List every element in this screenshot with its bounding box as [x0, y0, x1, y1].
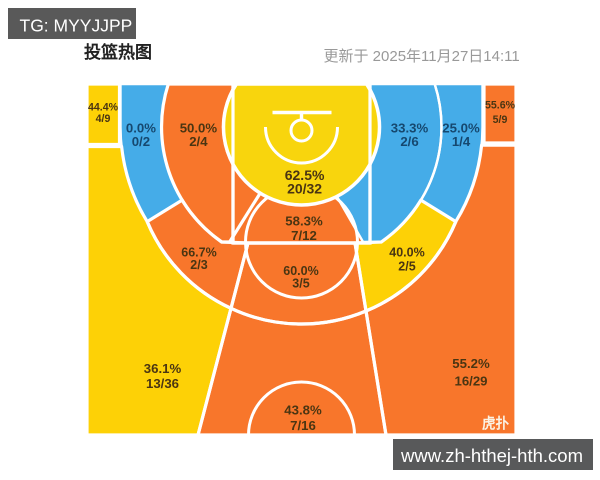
- svg-text:58.3%: 58.3%: [285, 214, 323, 229]
- svg-text:13/36: 13/36: [146, 376, 179, 391]
- svg-text:40.0%: 40.0%: [389, 245, 424, 259]
- svg-text:0/2: 0/2: [132, 134, 150, 149]
- svg-text:投篮热图: 投篮热图: [84, 42, 152, 62]
- svg-text:2/3: 2/3: [190, 258, 207, 272]
- svg-text:20/32: 20/32: [287, 181, 322, 197]
- svg-text:TG: MYYJJPP: TG: MYYJJPP: [20, 16, 133, 36]
- svg-text:5/9: 5/9: [493, 114, 508, 126]
- svg-text:2/4: 2/4: [189, 134, 208, 149]
- svg-text:7/12: 7/12: [291, 228, 317, 243]
- svg-text:33.3%: 33.3%: [391, 121, 429, 136]
- svg-text:50.0%: 50.0%: [180, 121, 218, 136]
- svg-text:1/4: 1/4: [452, 134, 471, 149]
- svg-text:7/16: 7/16: [290, 418, 316, 433]
- svg-text:www.zh-hthej-hth.com: www.zh-hthej-hth.com: [400, 445, 583, 466]
- svg-text:55.2%: 55.2%: [452, 356, 490, 371]
- svg-text:0.0%: 0.0%: [126, 121, 156, 136]
- svg-text:60.0%: 60.0%: [283, 264, 318, 278]
- svg-text:2/6: 2/6: [400, 134, 418, 149]
- svg-text:66.7%: 66.7%: [181, 245, 216, 259]
- svg-text:16/29: 16/29: [454, 374, 487, 389]
- svg-text:44.4%: 44.4%: [88, 101, 119, 113]
- svg-text:62.5%: 62.5%: [285, 167, 325, 183]
- svg-text:4/9: 4/9: [96, 113, 111, 125]
- svg-text:更新于 2025年11月27日14:11: 更新于 2025年11月27日14:11: [324, 48, 520, 65]
- svg-text:3/5: 3/5: [292, 276, 309, 290]
- svg-text:55.6%: 55.6%: [485, 100, 516, 112]
- svg-text:虎扑: 虎扑: [482, 415, 509, 433]
- svg-text:25.0%: 25.0%: [442, 121, 480, 136]
- svg-text:43.8%: 43.8%: [284, 403, 322, 418]
- svg-text:2/5: 2/5: [398, 259, 415, 273]
- svg-text:36.1%: 36.1%: [144, 361, 182, 376]
